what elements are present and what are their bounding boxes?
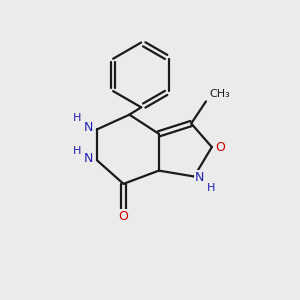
Text: N: N [84, 152, 93, 165]
Text: O: O [215, 141, 225, 154]
Text: N: N [195, 172, 204, 184]
Text: O: O [118, 210, 128, 223]
Text: H: H [73, 146, 81, 156]
Text: CH₃: CH₃ [209, 89, 230, 99]
Text: H: H [207, 183, 215, 193]
Text: H: H [73, 113, 81, 123]
Text: N: N [84, 121, 93, 134]
